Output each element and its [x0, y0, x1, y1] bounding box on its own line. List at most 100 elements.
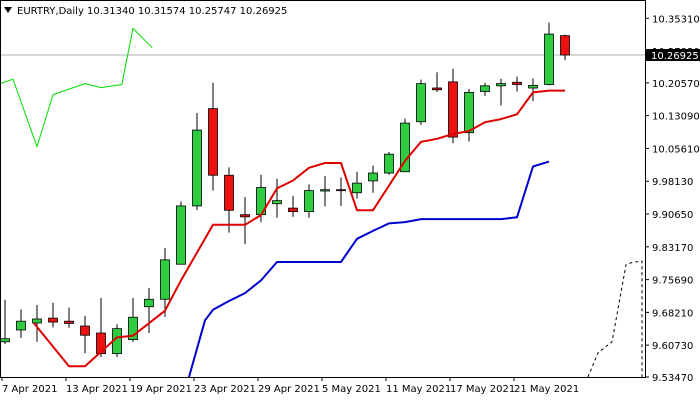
candle [368, 165, 378, 193]
bullish-candle-body [528, 84, 538, 89]
candle [1, 299, 10, 344]
y-tick-label: 9.53470 [652, 373, 693, 384]
bullish-candle-body [416, 83, 426, 123]
x-tick-label: 5 May 2021 [322, 384, 381, 395]
y-tick-label: 10.35310 [652, 14, 700, 25]
bullish-candle-body [176, 205, 186, 265]
candle [400, 118, 410, 173]
candle [320, 176, 330, 207]
candle [448, 68, 458, 144]
bearish-candle-body [208, 108, 218, 176]
y-tick-label: 9.60730 [652, 341, 693, 352]
bullish-candle-body [160, 259, 170, 300]
bullish-candle-body [144, 298, 154, 308]
candle [48, 302, 58, 328]
candle [336, 177, 346, 206]
candle [224, 167, 234, 233]
red-line-group [33, 89, 565, 368]
x-axis: 7 Apr 2021 13 Apr 2021 19 Apr 2021 23 Apr 2… [1, 377, 579, 395]
bullish-candle-body [496, 83, 506, 87]
candle [144, 287, 154, 334]
bullish-candle-body [192, 129, 202, 207]
blue-indicator-line [188, 160, 550, 377]
bullish-candle-body [368, 172, 378, 182]
candle [192, 112, 202, 211]
candle [96, 297, 106, 358]
x-tick-label: 11 May 2021 [386, 384, 451, 395]
candle [240, 197, 250, 245]
bullish-candle-body [384, 153, 394, 174]
bullish-candle-body [480, 85, 490, 92]
green-line-group [1, 27, 153, 148]
candle [160, 247, 170, 317]
candle [464, 88, 474, 142]
candle [80, 315, 90, 354]
bearish-candle-body [288, 207, 298, 213]
x-tick-label: 19 Apr 2021 [130, 384, 192, 395]
x-tick-label: 23 Apr 2021 [194, 384, 256, 395]
current-price-label: 10.26925 [651, 51, 699, 62]
candle [384, 151, 394, 175]
candle [544, 22, 554, 86]
candle [480, 82, 490, 96]
bullish-candle-body [352, 182, 362, 194]
candle [16, 309, 26, 338]
red-indicator-line [33, 89, 565, 368]
bearish-candle-body [64, 320, 74, 324]
y-tick-label: 9.75690 [652, 276, 693, 287]
bullish-candle-body [272, 200, 282, 205]
candle [416, 79, 426, 125]
bullish-candle-body [128, 316, 138, 341]
y-tick-label: 9.68210 [652, 308, 693, 319]
candle [528, 78, 538, 102]
y-axis: 10.3531010.2783010.2057010.1309010.05610… [645, 14, 700, 384]
candle [432, 72, 442, 92]
bullish-candle-body [544, 33, 554, 85]
candle [176, 201, 186, 265]
bearish-candle-body [224, 174, 234, 211]
bearish-candle-body [96, 332, 106, 355]
bullish-candle-body [400, 122, 410, 173]
y-tick-label: 10.05610 [652, 144, 700, 155]
bullish-candle-body [304, 190, 314, 213]
header-triangle-icon [4, 7, 12, 13]
green-indicator-line [1, 27, 153, 148]
bullish-candle-body [32, 318, 42, 324]
candle [208, 82, 218, 191]
y-tick-label: 9.90650 [652, 210, 693, 221]
current-price-label-bg [646, 49, 700, 62]
candle [496, 78, 506, 106]
bullish-candle-body [320, 189, 330, 192]
bearish-candle-body [80, 325, 90, 336]
candle [272, 178, 282, 218]
y-tick-label: 10.20570 [652, 79, 700, 90]
blue-line-group [188, 160, 550, 377]
bearish-candle-body [336, 189, 346, 192]
x-tick-label: 21 May 2021 [514, 384, 579, 395]
bullish-candle-body [1, 338, 10, 343]
y-tick-label: 9.98130 [652, 177, 693, 188]
candle [512, 76, 522, 92]
plot-area [0, 0, 646, 378]
x-tick-label: 13 Apr 2021 [66, 384, 128, 395]
candles-group [1, 22, 570, 358]
x-tick-label: 29 Apr 2021 [258, 384, 320, 395]
bearish-candle-body [512, 81, 522, 85]
bearish-candle-body [560, 35, 570, 56]
bearish-candle-body [432, 87, 442, 91]
candle [64, 307, 74, 328]
y-tick-label: 10.13090 [652, 112, 700, 123]
candle [352, 171, 362, 199]
bearish-candle-body [240, 214, 250, 218]
chart-header: EURTRY,Daily 10.31340 10.31574 10.25747 … [4, 6, 287, 17]
current-price-label-group: 10.26925 [646, 49, 700, 62]
candle [288, 195, 298, 217]
candle [32, 304, 42, 342]
x-tick-label: 17 May 2021 [450, 384, 515, 395]
bullish-candle-body [16, 320, 26, 331]
bearish-candle-body [48, 317, 58, 323]
bearish-candle-body [448, 81, 458, 138]
symbol-period-label: EURTRY,Daily [17, 6, 84, 17]
